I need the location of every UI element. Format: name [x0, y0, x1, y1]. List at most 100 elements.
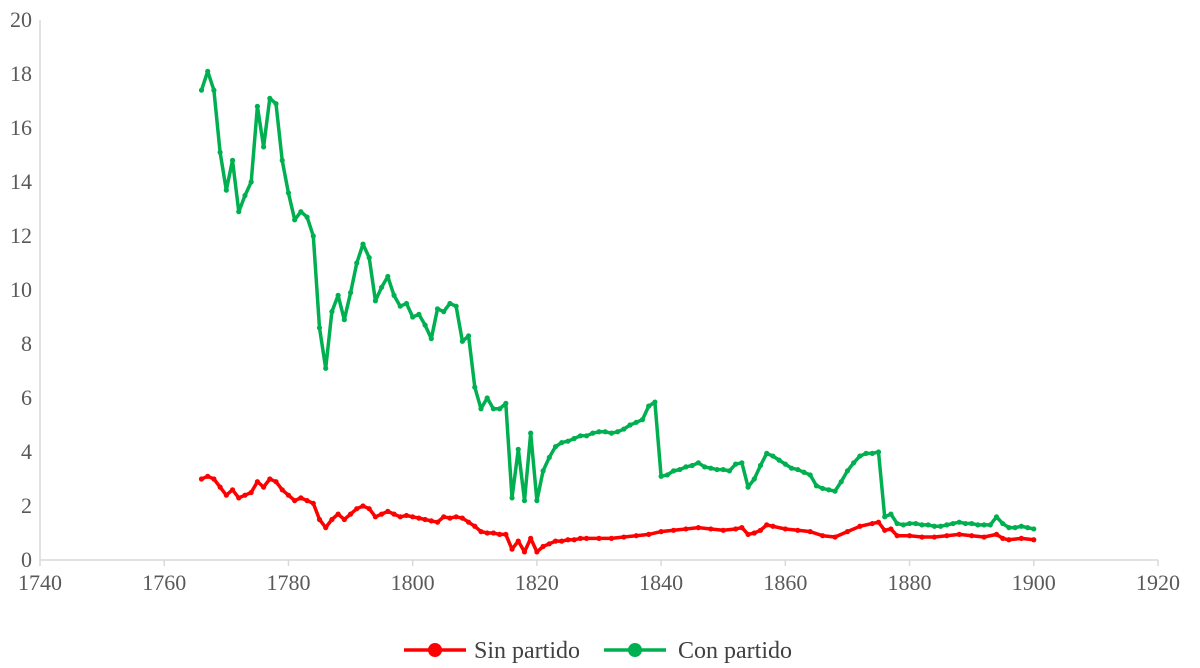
- data-point-con-partido: [335, 292, 341, 298]
- data-point-con-partido: [838, 479, 844, 485]
- data-point-con-partido: [254, 103, 260, 109]
- data-point-con-partido: [453, 303, 459, 309]
- data-point-con-partido: [428, 336, 434, 342]
- data-point-con-partido: [217, 149, 223, 155]
- data-point-con-partido: [894, 520, 900, 527]
- data-point-con-partido: [844, 468, 851, 474]
- data-point-con-partido: [472, 384, 478, 390]
- data-point-con-partido: [459, 338, 465, 344]
- data-point-sin-partido: [422, 516, 428, 523]
- data-point-sin-partido: [546, 541, 552, 547]
- data-point-sin-partido: [229, 487, 236, 493]
- data-point-sin-partido: [820, 533, 826, 539]
- data-point-con-partido: [869, 450, 875, 456]
- data-point-con-partido: [602, 429, 608, 435]
- y-tick-label: 4: [21, 439, 32, 464]
- data-point-sin-partido: [882, 527, 888, 533]
- data-point-con-partido: [354, 260, 360, 266]
- data-point-con-partido: [925, 522, 931, 528]
- data-point-sin-partido: [236, 495, 242, 501]
- data-point-con-partido: [807, 472, 813, 478]
- y-tick-label: 8: [21, 331, 32, 356]
- data-point-con-partido: [285, 190, 292, 196]
- data-point-con-partido: [695, 460, 701, 466]
- legend-marker-con-partido: [628, 643, 642, 657]
- data-point-sin-partido: [596, 535, 602, 542]
- data-point-con-partido: [670, 468, 677, 474]
- data-point-con-partido: [708, 465, 714, 471]
- data-point-con-partido: [788, 465, 795, 471]
- data-point-sin-partido: [528, 535, 534, 542]
- data-point-sin-partido: [310, 500, 316, 506]
- data-point-con-partido: [652, 399, 658, 405]
- data-point-sin-partido: [552, 538, 559, 544]
- data-point-con-partido: [298, 209, 304, 215]
- data-point-con-partido: [776, 457, 782, 463]
- data-point-con-partido: [347, 290, 354, 296]
- x-tick-label: 1780: [266, 570, 310, 595]
- x-tick-label: 1920: [1136, 570, 1180, 595]
- data-point-sin-partido: [354, 506, 360, 512]
- data-point-con-partido: [465, 333, 472, 339]
- data-point-con-partido: [248, 179, 254, 185]
- data-point-con-partido: [801, 469, 807, 475]
- data-point-sin-partido: [919, 534, 925, 540]
- data-point-con-partido: [403, 300, 410, 307]
- data-point-con-partido: [987, 522, 993, 528]
- legend-label-sin-partido: Sin partido: [474, 638, 580, 664]
- data-point-con-partido: [726, 468, 733, 474]
- data-point-con-partido: [323, 365, 329, 371]
- data-point-sin-partido: [515, 538, 521, 544]
- legend-marker-sin-partido: [428, 643, 442, 657]
- data-point-sin-partido: [621, 534, 627, 540]
- data-point-sin-partido: [323, 525, 329, 531]
- data-point-sin-partido: [683, 526, 689, 532]
- data-point-con-partido: [583, 433, 590, 439]
- data-point-sin-partido: [285, 492, 292, 498]
- data-point-con-partido: [273, 101, 279, 107]
- data-point-sin-partido: [205, 473, 211, 479]
- data-point-con-partido: [310, 233, 316, 239]
- data-point-sin-partido: [583, 535, 590, 542]
- data-point-sin-partido: [441, 514, 447, 520]
- data-point-con-partido: [509, 495, 515, 501]
- data-point-con-partido: [447, 300, 453, 307]
- y-tick-label: 18: [10, 61, 32, 86]
- data-point-con-partido: [745, 484, 751, 490]
- data-point-sin-partido: [745, 531, 751, 537]
- data-point-con-partido: [677, 466, 683, 473]
- data-point-sin-partido: [751, 530, 757, 536]
- data-point-sin-partido: [894, 533, 900, 539]
- legend: Sin partido Con partido: [404, 638, 792, 664]
- data-point-sin-partido: [403, 512, 410, 519]
- data-point-con-partido: [211, 87, 217, 93]
- data-point-sin-partido: [341, 516, 347, 523]
- data-point-sin-partido: [559, 538, 565, 544]
- data-point-con-partido: [938, 523, 944, 529]
- data-point-con-partido: [292, 217, 298, 223]
- data-point-con-partido: [633, 419, 639, 425]
- data-point-con-partido: [701, 464, 708, 470]
- data-point-sin-partido: [434, 519, 441, 525]
- y-tick-label: 14: [10, 169, 32, 194]
- data-point-sin-partido: [497, 531, 503, 537]
- legend-label-con-partido: Con partido: [678, 638, 792, 664]
- data-point-con-partido: [360, 241, 366, 247]
- x-tick-label: 1840: [639, 570, 683, 595]
- data-point-sin-partido: [540, 543, 546, 550]
- data-point-con-partido: [329, 309, 335, 315]
- x-tick-label: 1860: [763, 570, 807, 595]
- data-point-sin-partido: [571, 537, 577, 543]
- data-point-con-partido: [267, 95, 273, 101]
- data-point-sin-partido: [385, 508, 391, 514]
- data-point-con-partido: [882, 514, 888, 520]
- data-point-con-partido: [205, 68, 211, 74]
- data-point-sin-partido: [764, 522, 770, 528]
- data-point-con-partido: [528, 430, 534, 436]
- data-point-con-partido: [906, 520, 913, 527]
- data-point-sin-partido: [708, 526, 714, 532]
- data-point-sin-partido: [484, 530, 490, 536]
- data-point-con-partido: [615, 429, 621, 435]
- data-point-con-partido: [441, 309, 447, 315]
- data-point-sin-partido: [416, 515, 422, 521]
